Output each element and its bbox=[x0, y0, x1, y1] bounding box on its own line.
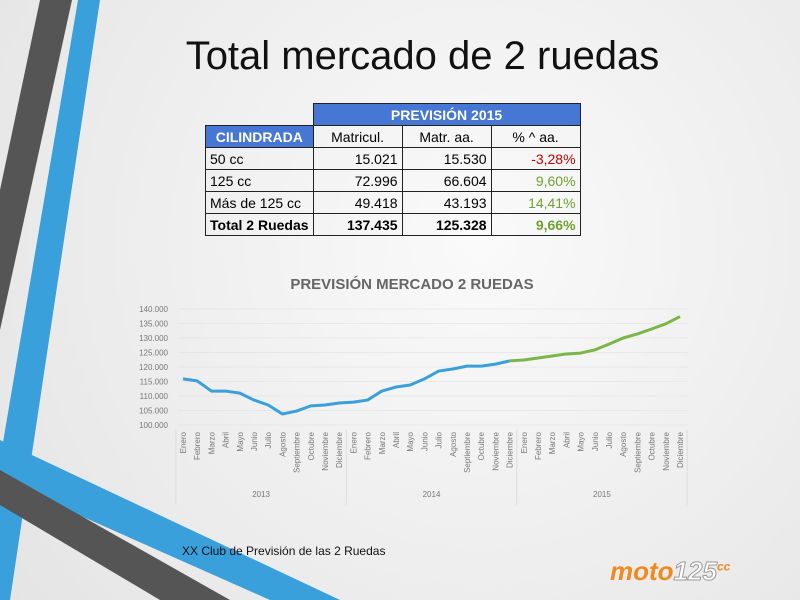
x-tick-label: Agosto bbox=[619, 431, 628, 456]
x-tick-label: Marzo bbox=[548, 431, 557, 454]
x-tick-label: Septiembre bbox=[293, 431, 302, 472]
line-series bbox=[509, 315, 681, 363]
x-tick-label: Julio bbox=[605, 431, 614, 448]
y-tick-label: 105.000 bbox=[139, 407, 168, 416]
x-tick-label: Junio bbox=[420, 431, 429, 451]
x-tick-label: Diciembre bbox=[335, 431, 344, 468]
x-tick-label: Junio bbox=[591, 431, 600, 451]
header-cell: CILINDRADA bbox=[205, 125, 314, 148]
cell: 9,60% bbox=[490, 169, 581, 192]
x-tick-label: Noviembre bbox=[491, 431, 500, 470]
x-tick-label: Febrero bbox=[534, 431, 543, 460]
cell: Total 2 Ruedas bbox=[205, 213, 314, 236]
header-cell: Matricul. bbox=[312, 125, 403, 148]
y-tick-label: 140.000 bbox=[139, 305, 168, 314]
x-tick-label: Enero bbox=[520, 431, 529, 453]
cell: 49.418 bbox=[312, 191, 403, 214]
x-tick-label: Septiembre bbox=[463, 431, 472, 472]
x-tick-label: Octubre bbox=[307, 431, 316, 460]
x-tick-label: Diciembre bbox=[506, 431, 515, 468]
y-tick-label: 110.000 bbox=[140, 392, 169, 401]
cell: -3,28% bbox=[490, 147, 581, 170]
x-tick-label: Junio bbox=[250, 431, 259, 451]
logo-sup: cc bbox=[716, 559, 731, 574]
group-label: 2014 bbox=[423, 490, 441, 499]
x-tick-label: Octubre bbox=[477, 431, 486, 460]
logo-text: moto bbox=[610, 556, 674, 586]
cell: 50 cc bbox=[205, 147, 314, 170]
x-tick-label: Octubre bbox=[648, 431, 657, 460]
y-tick-label: 115.000 bbox=[140, 378, 169, 387]
chart-title: PREVISIÓN MERCADO 2 RUEDAS bbox=[290, 275, 533, 293]
x-tick-label: Noviembre bbox=[321, 431, 330, 470]
y-tick-label: 100.000 bbox=[139, 421, 168, 430]
x-tick-label: Agosto bbox=[449, 431, 458, 456]
cell: 125 cc bbox=[205, 169, 314, 192]
y-tick-label: 120.000 bbox=[139, 363, 168, 372]
cell: 72.996 bbox=[312, 169, 403, 192]
group-label: 2015 bbox=[593, 490, 611, 499]
x-tick-label: Noviembre bbox=[662, 431, 671, 470]
x-tick-label: Mayo bbox=[236, 431, 245, 451]
x-tick-label: Julio bbox=[435, 431, 444, 448]
y-tick-label: 130.000 bbox=[139, 334, 168, 343]
title: Total mercado de 2 ruedas bbox=[185, 34, 660, 78]
cell: 66.604 bbox=[401, 169, 492, 192]
table: PREVISIÓN 2015 CILINDRADA Matricul. Matr. … bbox=[205, 103, 581, 236]
header-cell: % ^ aa. bbox=[490, 125, 581, 148]
logo: moto125cc bbox=[610, 556, 730, 587]
x-tick-label: Abril bbox=[222, 432, 231, 448]
header-cell: Matr. aa. bbox=[401, 125, 492, 148]
x-tick-label: Agosto bbox=[278, 431, 287, 456]
x-tick-label: Abril bbox=[392, 432, 401, 448]
x-tick-label: Marzo bbox=[378, 431, 387, 454]
table-super-header: PREVISIÓN 2015 bbox=[312, 103, 581, 126]
cell: 15.530 bbox=[401, 147, 492, 170]
x-tick-label: Septiembre bbox=[633, 431, 642, 472]
x-tick-label: Febrero bbox=[364, 431, 373, 460]
x-tick-label: Marzo bbox=[207, 431, 216, 454]
y-tick-label: 125.000 bbox=[139, 349, 168, 358]
x-tick-label: Mayo bbox=[577, 431, 586, 451]
cell: Más de 125 cc bbox=[205, 191, 314, 214]
x-tick-label: Febrero bbox=[193, 431, 202, 460]
x-tick-label: Abril bbox=[562, 432, 571, 448]
cell: 125.328 bbox=[401, 213, 492, 236]
logo-number: 125 bbox=[673, 556, 717, 587]
cell: 43.193 bbox=[401, 191, 492, 214]
cell: 9,66% bbox=[490, 213, 581, 236]
y-tick-label: 135.000 bbox=[139, 320, 168, 329]
x-tick-label: Enero bbox=[349, 431, 358, 453]
line-series bbox=[182, 359, 510, 416]
group-label: 2013 bbox=[252, 490, 270, 499]
x-tick-label: Mayo bbox=[406, 431, 415, 451]
x-tick-label: Diciembre bbox=[676, 431, 685, 468]
x-tick-label: Julio bbox=[264, 431, 273, 448]
x-tick-label: Enero bbox=[179, 431, 188, 453]
footer: XX Club de Previsión de las 2 Ruedas bbox=[182, 544, 386, 558]
